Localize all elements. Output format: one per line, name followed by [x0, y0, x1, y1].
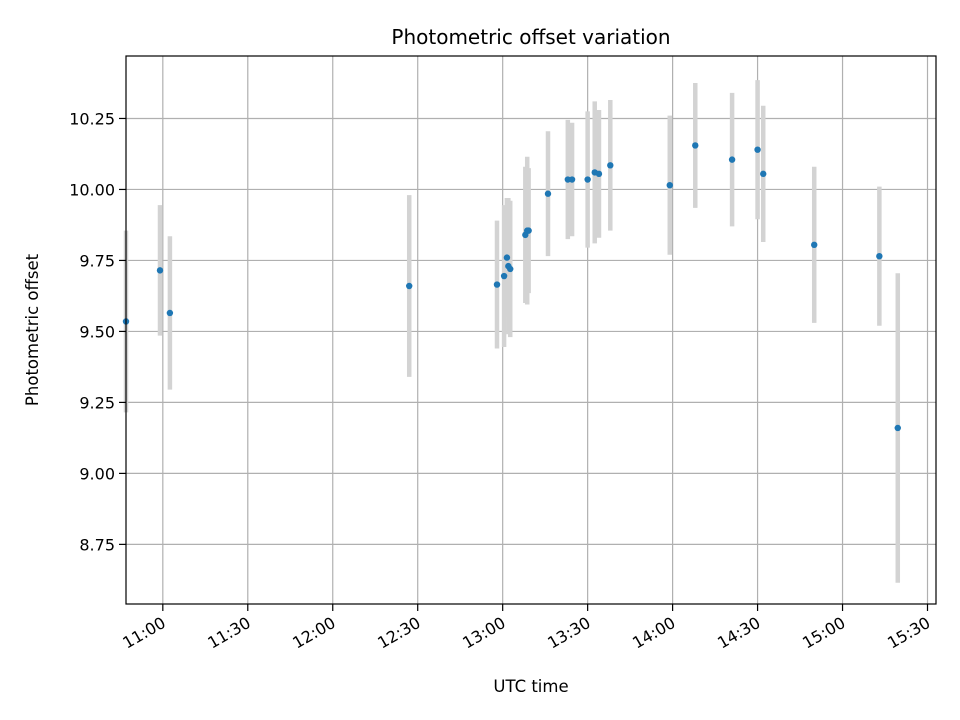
- data-point: [406, 282, 413, 290]
- data-point: [507, 265, 514, 273]
- data-point: [876, 252, 883, 260]
- y-axis-label: Photometric offset: [23, 253, 42, 406]
- data-point: [500, 272, 508, 280]
- data-point: [666, 181, 673, 189]
- y-tick-label: 9.00: [79, 464, 115, 483]
- data-point: [525, 227, 532, 234]
- y-tick-label: 10.25: [69, 109, 115, 128]
- plot-area-background: [126, 56, 936, 604]
- plot-frame: [125, 55, 937, 605]
- data-point: [607, 162, 614, 169]
- chart-title: Photometric offset variation: [391, 25, 670, 49]
- y-tick-label: 9.50: [79, 322, 115, 341]
- y-axis-ticks: 8.75 9.00 9.25 9.50 9.75 10.00 10.25: [69, 109, 126, 554]
- y-tick-label: 10.00: [69, 180, 115, 199]
- data-point: [760, 170, 767, 178]
- data-point: [503, 254, 511, 261]
- data-point: [584, 176, 591, 183]
- data-point: [754, 146, 761, 153]
- data-point: [493, 281, 501, 288]
- data-point: [568, 176, 576, 183]
- data-point: [728, 156, 736, 163]
- data-point: [811, 241, 818, 249]
- y-tick-label: 8.75: [79, 535, 115, 554]
- y-tick-label: 9.25: [79, 393, 115, 412]
- data-point: [692, 142, 699, 149]
- data-point: [894, 424, 901, 432]
- data-points: [122, 142, 901, 432]
- x-axis-label: UTC time: [493, 677, 568, 696]
- data-point: [156, 267, 164, 274]
- data-point: [595, 170, 603, 178]
- data-point: [544, 190, 552, 197]
- data-point: [166, 309, 174, 317]
- y-tick-label: 9.75: [79, 251, 115, 270]
